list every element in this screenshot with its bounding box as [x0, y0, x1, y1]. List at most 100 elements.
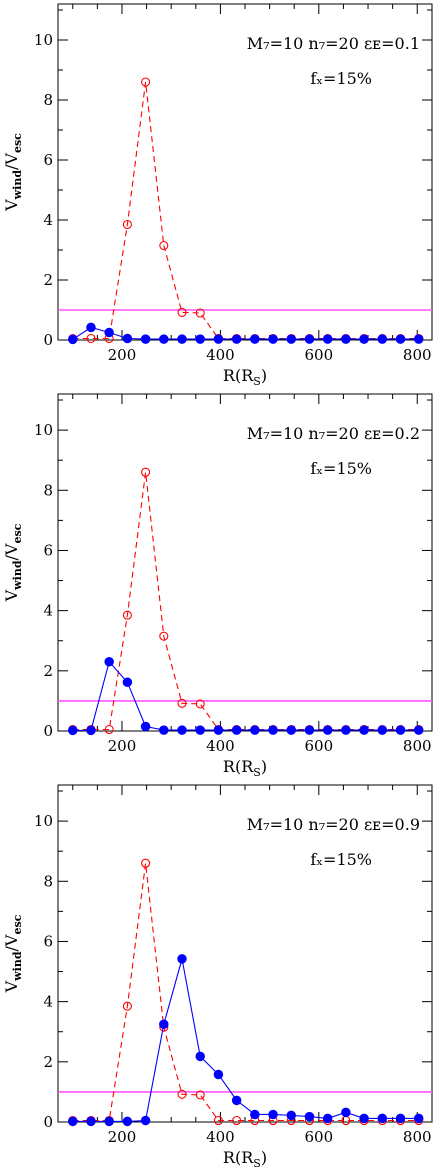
y-tick-label: 0: [43, 722, 53, 740]
data-point-filled: [304, 725, 315, 735]
data-point-filled: [122, 1116, 133, 1127]
data-point-filled: [268, 725, 278, 735]
data-point-filled: [195, 725, 205, 735]
y-tick-label: 2: [43, 1053, 53, 1071]
x-tick-label: 800: [403, 1128, 432, 1146]
data-point-filled: [68, 1116, 78, 1127]
data-point-open: [122, 1001, 132, 1011]
chart-panel-middle: 200 400 600 800 0 2 4 6 8 10 R(RS) Vwind/Vesc M₇=10 …: [2, 393, 433, 779]
data-point-filled: [304, 1111, 315, 1122]
y-tick-label: 10: [34, 421, 53, 439]
data-point-filled: [250, 725, 260, 735]
chart-panel-top: 200 400 600 800 0 2 4 6 8 10 R(RS) Vwind/Vesc M₇=10 …: [2, 3, 433, 388]
data-point-filled: [104, 657, 114, 667]
x-axis-label: R(RS): [223, 757, 267, 779]
data-point-filled: [86, 322, 96, 333]
data-point-filled: [231, 1095, 242, 1106]
data-point-filled: [140, 334, 151, 344]
data-point-filled: [359, 725, 369, 735]
series-line-solid: [72, 660, 419, 731]
data-point-filled: [231, 334, 242, 344]
y-tick-label: 8: [43, 481, 53, 499]
x-tick-label: 200: [108, 737, 137, 755]
data-point-filled: [286, 725, 297, 735]
data-point-filled: [68, 334, 78, 345]
y-tick-label: 10: [34, 812, 53, 830]
annotation-fx: fₓ=15%: [310, 850, 372, 869]
y-tick-label: 8: [43, 872, 53, 890]
data-point-filled: [213, 725, 224, 735]
data-point-open: [177, 1089, 187, 1099]
data-point-filled: [413, 1113, 424, 1124]
data-point-filled: [377, 1113, 388, 1124]
y-axis-label: Vwind/Vesc: [2, 914, 24, 993]
annotation-parameters: M₇=10 n₇=20 εᴇ=0.1: [247, 34, 420, 53]
series-line-dashed: [72, 472, 419, 731]
data-point-open: [177, 698, 187, 708]
series-line-solid: [72, 958, 419, 1122]
x-tick-label: 800: [403, 346, 432, 364]
data-point-filled: [159, 725, 169, 735]
data-point-filled: [231, 725, 242, 735]
data-point-filled: [286, 1110, 297, 1121]
data-point-open: [159, 240, 169, 251]
y-tick-label: 2: [43, 271, 53, 289]
y-axis-label: Vwind/Vesc: [2, 523, 24, 602]
data-point-filled: [268, 1109, 278, 1120]
data-point-open: [195, 699, 205, 709]
y-tick-label: 2: [43, 662, 53, 680]
x-axis-label: R(RS): [223, 366, 267, 388]
data-point-filled: [213, 334, 224, 344]
data-point-open: [232, 1115, 242, 1126]
data-point-filled: [395, 725, 406, 735]
data-point-filled: [122, 333, 133, 344]
data-point-open: [177, 307, 187, 317]
data-point-filled: [195, 334, 205, 344]
series-line-dashed: [72, 863, 419, 1122]
y-tick-label: 4: [43, 211, 53, 229]
x-tick-label: 600: [304, 1128, 333, 1146]
data-point-open: [122, 219, 132, 230]
data-point-open: [141, 77, 151, 87]
x-tick-label: 400: [206, 346, 235, 364]
annotation-parameters: M₇=10 n₇=20 εᴇ=0.2: [247, 424, 420, 443]
y-tick-label: 0: [43, 1113, 53, 1131]
x-tick-label: 200: [108, 346, 137, 364]
x-tick-label: 800: [403, 737, 432, 755]
data-point-filled: [377, 725, 388, 735]
data-point-filled: [195, 1051, 205, 1062]
x-tick-label: 400: [206, 1128, 235, 1146]
data-point-filled: [159, 334, 169, 344]
data-point-open: [86, 333, 96, 344]
y-tick-label: 6: [43, 151, 53, 169]
data-point-filled: [395, 1113, 406, 1124]
x-tick-label: 600: [304, 346, 333, 364]
data-point-open: [195, 308, 205, 318]
data-point-open: [104, 724, 114, 735]
data-point-filled: [213, 1069, 224, 1080]
x-tick-label: 200: [108, 1128, 137, 1146]
data-point-filled: [341, 334, 351, 344]
x-tick-label: 400: [206, 737, 235, 755]
data-point-filled: [140, 721, 151, 732]
annotation-parameters: M₇=10 n₇=20 εᴇ=0.9: [247, 815, 420, 834]
data-point-filled: [359, 334, 369, 344]
plot-frame: [57, 784, 433, 1123]
data-point-filled: [177, 334, 187, 344]
data-point-filled: [286, 334, 297, 344]
y-tick-label: 6: [43, 541, 53, 559]
data-point-filled: [140, 1115, 151, 1126]
x-axis-label: R(RS): [223, 1148, 267, 1168]
data-point-filled: [177, 725, 187, 735]
y-tick-label: 4: [43, 993, 53, 1011]
data-point-open: [195, 1090, 205, 1100]
data-point-open: [159, 631, 169, 641]
x-tick-label: 600: [304, 737, 333, 755]
data-point-filled: [413, 334, 424, 344]
data-point-filled: [250, 334, 260, 344]
data-point-filled: [377, 334, 388, 344]
data-point-open: [122, 610, 132, 620]
data-point-filled: [322, 334, 333, 344]
annotation-fx: fₓ=15%: [310, 459, 372, 478]
